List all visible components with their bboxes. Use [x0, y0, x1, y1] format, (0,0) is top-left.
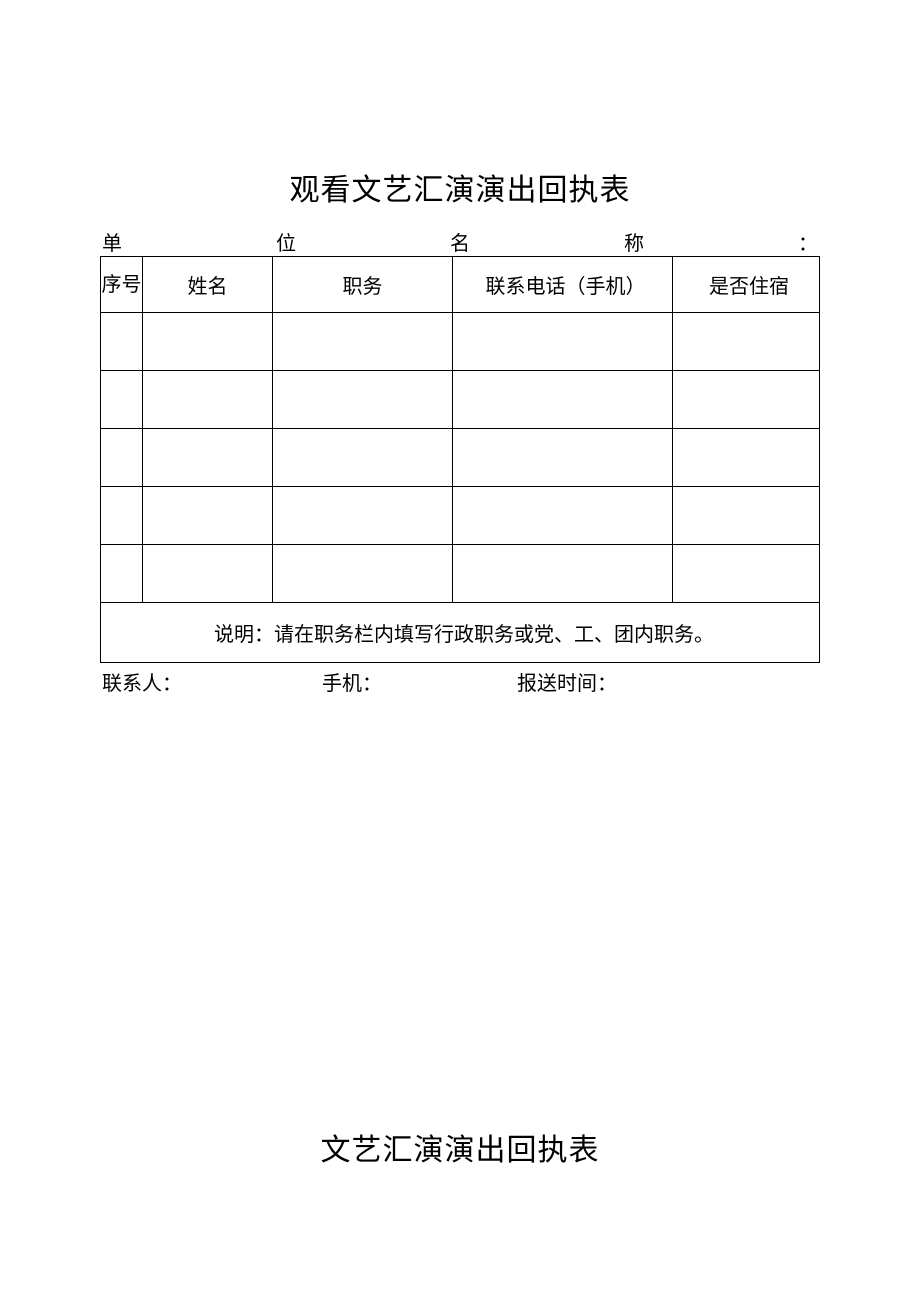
table-row — [101, 371, 820, 429]
footer-line: 联系人： 手机： 报送时间： — [100, 663, 820, 696]
table-note-row: 说明：请在职务栏内填写行政职务或党、工、团内职务。 — [101, 603, 820, 663]
org-char: 位 — [276, 227, 296, 256]
col-header-phone: 联系电话（手机） — [453, 257, 673, 313]
page-container: 观看文艺汇演演出回执表 单 位 名 称 ： 序号 姓名 职务 联系电话（手机） … — [0, 0, 920, 696]
col-header-stay: 是否住宿 — [673, 257, 820, 313]
table-note-cell: 说明：请在职务栏内填写行政职务或党、工、团内职务。 — [101, 603, 820, 663]
footer-time-label: 报送时间： — [517, 667, 818, 696]
main-title: 观看文艺汇演演出回执表 — [100, 165, 820, 209]
receipt-table: 序号 姓名 职务 联系电话（手机） 是否住宿 说明：请在职务栏内填写行政职务或党… — [100, 256, 820, 663]
footer-phone-label: 手机： — [322, 667, 517, 696]
footer-contact-label: 联系人： — [102, 667, 322, 696]
table-row — [101, 487, 820, 545]
table-header-row: 序号 姓名 职务 联系电话（手机） 是否住宿 — [101, 257, 820, 313]
table-row — [101, 545, 820, 603]
org-char: 单 — [102, 227, 122, 256]
org-char: 名 — [450, 227, 470, 256]
col-header-job: 职务 — [273, 257, 453, 313]
organization-label-line: 单 位 名 称 ： — [100, 227, 820, 256]
org-char: 称 — [624, 227, 644, 256]
secondary-title: 文艺汇演演出回执表 — [0, 1125, 920, 1169]
table-row — [101, 313, 820, 371]
col-header-name: 姓名 — [143, 257, 273, 313]
table-row — [101, 429, 820, 487]
org-char: ： — [798, 227, 818, 256]
col-header-seq: 序号 — [101, 257, 143, 313]
